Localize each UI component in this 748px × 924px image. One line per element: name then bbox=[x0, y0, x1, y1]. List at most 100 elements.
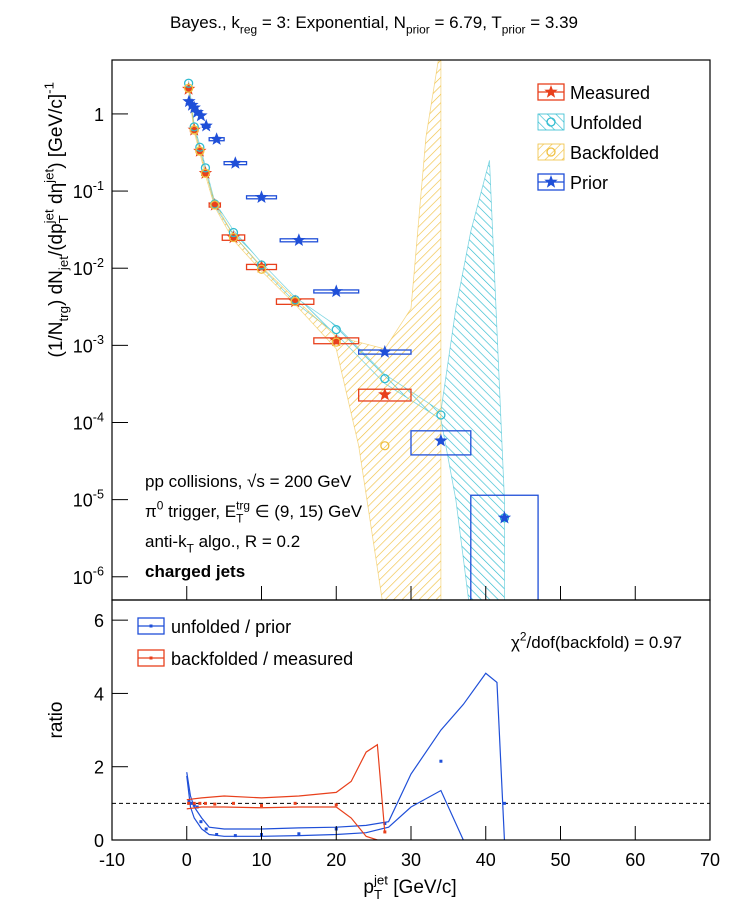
text-part: prior bbox=[502, 22, 526, 36]
marker bbox=[183, 83, 194, 93]
marker bbox=[290, 296, 300, 307]
text-part: -5 bbox=[93, 488, 104, 502]
text-part: 70 bbox=[700, 850, 720, 870]
x-tick-label: 60 bbox=[625, 850, 645, 870]
marker bbox=[228, 232, 239, 243]
text-part: -1 bbox=[41, 82, 56, 94]
legend-label: Measured bbox=[570, 83, 650, 103]
text-part: jet bbox=[41, 209, 56, 224]
text-part: Unfolded bbox=[570, 113, 642, 133]
text-part: 4 bbox=[94, 684, 104, 704]
marker bbox=[497, 510, 512, 524]
band-edge bbox=[186, 775, 464, 840]
marker bbox=[195, 142, 205, 152]
marker bbox=[293, 801, 297, 805]
marker bbox=[380, 374, 390, 384]
marker bbox=[215, 833, 219, 837]
marker bbox=[187, 801, 191, 805]
marker bbox=[544, 85, 558, 98]
text-part: 2 bbox=[94, 758, 104, 778]
marker bbox=[183, 78, 194, 88]
text-part: 60 bbox=[625, 850, 645, 870]
text-part: 10 bbox=[73, 491, 93, 511]
y-tick-label: 10-2 bbox=[73, 256, 104, 279]
text-part: jet bbox=[41, 168, 56, 183]
marker bbox=[254, 259, 269, 273]
text-part: (1/N bbox=[46, 322, 67, 358]
marker bbox=[199, 118, 213, 132]
marker bbox=[256, 264, 267, 274]
text-part: ∈ (9, 15) GeV bbox=[250, 502, 363, 521]
text-part: -10 bbox=[99, 850, 125, 870]
marker bbox=[256, 260, 267, 270]
marker bbox=[297, 832, 301, 836]
marker bbox=[195, 146, 205, 156]
marker bbox=[233, 834, 237, 838]
text-part: 0 bbox=[157, 498, 164, 512]
y-tick-label: 4 bbox=[94, 684, 104, 704]
marker bbox=[182, 82, 196, 95]
marker bbox=[193, 144, 207, 157]
text-part: = 3: Exponential, N bbox=[257, 13, 406, 32]
marker bbox=[149, 656, 153, 660]
x-tick-label: 40 bbox=[476, 850, 496, 870]
text-part: 10 bbox=[73, 336, 93, 356]
legend-box bbox=[533, 74, 707, 202]
marker bbox=[210, 132, 224, 145]
marker bbox=[434, 433, 448, 447]
marker bbox=[546, 117, 556, 127]
text-part: -6 bbox=[93, 565, 104, 579]
marker bbox=[254, 190, 269, 203]
band-edge bbox=[186, 743, 386, 833]
marker bbox=[200, 163, 211, 173]
text-part: 10 bbox=[73, 568, 93, 588]
y-tick-label: 0 bbox=[94, 831, 104, 851]
text-part: anti-k bbox=[145, 532, 187, 551]
text-part: algo., R = 0.2 bbox=[194, 532, 300, 551]
x-tick-label: 10 bbox=[251, 850, 271, 870]
text-part: 6 bbox=[94, 611, 104, 631]
marker bbox=[378, 345, 392, 358]
annotation: χ2/dof(backfold) = 0.97 bbox=[511, 629, 682, 652]
marker bbox=[331, 337, 341, 347]
x-tick-label: -10 bbox=[99, 850, 125, 870]
text-part: 20 bbox=[326, 850, 346, 870]
text-part: prior bbox=[406, 22, 430, 36]
text-part: dη bbox=[46, 183, 67, 209]
text-part: Backfolded bbox=[570, 143, 659, 163]
marker bbox=[544, 175, 558, 188]
marker bbox=[187, 800, 191, 804]
text-part: 10 bbox=[73, 182, 93, 202]
marker bbox=[203, 801, 207, 805]
legend-swatch bbox=[537, 113, 565, 131]
annotation: pp collisions, √s = 200 GeV bbox=[145, 472, 352, 491]
text-part: [GeV/c] bbox=[388, 877, 457, 898]
marker bbox=[192, 803, 196, 807]
text-part: 0 bbox=[182, 850, 192, 870]
text-part: T bbox=[236, 511, 243, 525]
text-part: Bayes., k bbox=[170, 13, 240, 32]
y-tick-label: 6 bbox=[94, 611, 104, 631]
annotation: π0 trigger, ETtrg ∈ (9, 15) GeV bbox=[145, 498, 363, 525]
frame bbox=[111, 599, 711, 841]
marker bbox=[292, 233, 306, 246]
marker bbox=[334, 803, 338, 807]
text-part: unfolded / prior bbox=[171, 617, 291, 637]
marker bbox=[213, 802, 217, 806]
text-part: -4 bbox=[93, 410, 104, 424]
text-part: 10 bbox=[73, 413, 93, 433]
marker bbox=[329, 284, 343, 298]
marker bbox=[189, 122, 199, 132]
text-part: 40 bbox=[476, 850, 496, 870]
plot-area bbox=[182, 60, 539, 600]
text-part: jet bbox=[56, 256, 71, 271]
marker bbox=[329, 333, 343, 347]
marker bbox=[190, 105, 204, 118]
y-tick-label: 10-3 bbox=[73, 333, 104, 356]
text-part: = 3.39 bbox=[526, 13, 578, 32]
text-part: 10 bbox=[251, 850, 271, 870]
text-part: reg bbox=[240, 22, 257, 36]
text-part: trigger, E bbox=[163, 502, 236, 521]
marker bbox=[288, 294, 302, 308]
